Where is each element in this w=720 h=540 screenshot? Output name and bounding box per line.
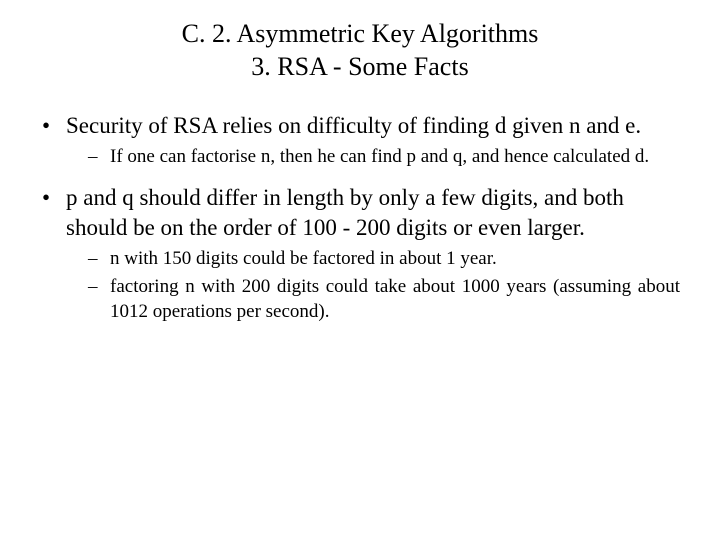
bullet-list: Security of RSA relies on difficulty of … <box>40 111 680 324</box>
slide: C. 2. Asymmetric Key Algorithms 3. RSA -… <box>0 0 720 540</box>
sub-list: If one can factorise n, then he can find… <box>66 145 680 169</box>
bullet-text: Security of RSA relies on difficulty of … <box>66 113 641 138</box>
sub-bullet-text: If one can factorise n, then he can find… <box>110 146 649 167</box>
list-item: p and q should differ in length by only … <box>40 183 680 324</box>
slide-title: C. 2. Asymmetric Key Algorithms 3. RSA -… <box>40 18 680 83</box>
list-item: Security of RSA relies on difficulty of … <box>40 111 680 169</box>
title-line-1: C. 2. Asymmetric Key Algorithms <box>40 18 680 51</box>
sub-bullet-text: n with 150 digits could be factored in a… <box>110 248 497 269</box>
list-item: If one can factorise n, then he can find… <box>66 145 680 169</box>
sub-bullet-text: factoring n with 200 digits could take a… <box>110 276 680 321</box>
list-item: factoring n with 200 digits could take a… <box>66 275 680 324</box>
title-line-2: 3. RSA - Some Facts <box>40 51 680 84</box>
list-item: n with 150 digits could be factored in a… <box>66 247 680 271</box>
bullet-text: p and q should differ in length by only … <box>66 185 624 240</box>
sub-list: n with 150 digits could be factored in a… <box>66 247 680 324</box>
